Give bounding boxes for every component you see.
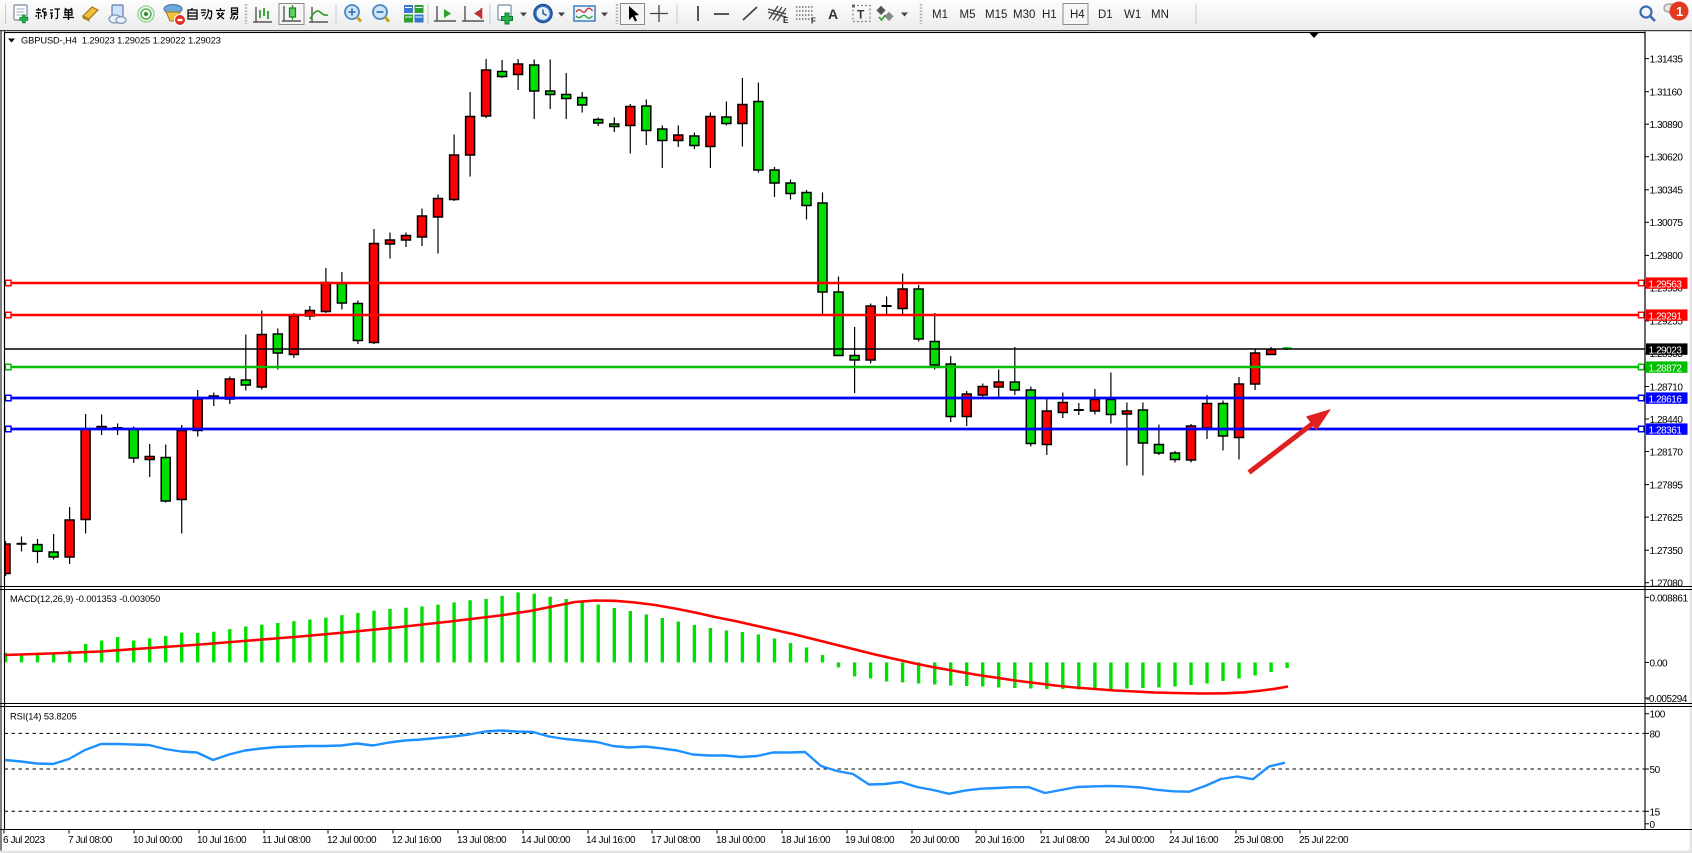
svg-text:24 Jul 00:00: 24 Jul 00:00 <box>1105 835 1155 846</box>
svg-text:10 Jul 16:00: 10 Jul 16:00 <box>197 835 247 846</box>
svg-text:6 Jul 2023: 6 Jul 2023 <box>3 835 46 846</box>
svg-text:GBPUSD-,H4 1.29023 1.29025 1.: GBPUSD-,H4 1.29023 1.29025 1.29022 1.290… <box>21 36 221 46</box>
svg-text:MACD(12,26,9) -0.001353 -0.003: MACD(12,26,9) -0.001353 -0.003050 <box>10 594 160 604</box>
svg-text:1.29023: 1.29023 <box>1649 346 1683 357</box>
svg-text:H4: H4 <box>1070 9 1085 21</box>
svg-text:M30: M30 <box>1013 9 1035 21</box>
svg-text:H1: H1 <box>1042 9 1057 21</box>
svg-text:10 Jul 00:00: 10 Jul 00:00 <box>133 835 183 846</box>
svg-text:50: 50 <box>1650 765 1661 776</box>
svg-text:20 Jul 00:00: 20 Jul 00:00 <box>910 835 960 846</box>
svg-text:M5: M5 <box>960 9 976 21</box>
svg-text:12 Jul 16:00: 12 Jul 16:00 <box>392 835 442 846</box>
svg-text:1.27895: 1.27895 <box>1650 480 1684 491</box>
svg-text:24 Jul 16:00: 24 Jul 16:00 <box>1169 835 1219 846</box>
svg-text:1.27080: 1.27080 <box>1650 579 1684 590</box>
svg-text:15: 15 <box>1650 807 1661 818</box>
svg-text:20 Jul 16:00: 20 Jul 16:00 <box>975 835 1025 846</box>
svg-text:1.30345: 1.30345 <box>1650 186 1684 197</box>
svg-text:14 Jul 16:00: 14 Jul 16:00 <box>586 835 636 846</box>
svg-text:1.31160: 1.31160 <box>1650 88 1683 99</box>
svg-text:1.30620: 1.30620 <box>1650 153 1684 164</box>
svg-text:M1: M1 <box>932 9 948 21</box>
svg-text:1.29800: 1.29800 <box>1650 251 1684 262</box>
svg-text:1.29255: 1.29255 <box>1650 317 1684 328</box>
svg-text:1.29530: 1.29530 <box>1650 284 1684 295</box>
svg-text:T: T <box>857 8 865 22</box>
svg-text:RSI(14) 53.8205: RSI(14) 53.8205 <box>10 712 77 722</box>
svg-text:1.28710: 1.28710 <box>1650 382 1684 393</box>
svg-text:1.28872: 1.28872 <box>1649 364 1683 375</box>
svg-text:1.29563: 1.29563 <box>1649 280 1683 291</box>
svg-text:0: 0 <box>1650 820 1656 831</box>
svg-text:25 Jul 22:00: 25 Jul 22:00 <box>1299 835 1349 846</box>
svg-text:D1: D1 <box>1098 9 1113 21</box>
svg-text:1.30890: 1.30890 <box>1650 120 1684 131</box>
svg-text:1.27350: 1.27350 <box>1650 546 1684 557</box>
svg-text:13 Jul 08:00: 13 Jul 08:00 <box>457 835 507 846</box>
svg-text:1.28170: 1.28170 <box>1650 447 1684 458</box>
svg-text:1.31435: 1.31435 <box>1650 54 1684 65</box>
svg-text:100: 100 <box>1650 710 1666 721</box>
svg-text:18 Jul 00:00: 18 Jul 00:00 <box>716 835 766 846</box>
svg-text:12 Jul 00:00: 12 Jul 00:00 <box>327 835 377 846</box>
svg-text:25 Jul 08:00: 25 Jul 08:00 <box>1234 835 1284 846</box>
svg-text:14 Jul 00:00: 14 Jul 00:00 <box>521 835 571 846</box>
svg-text:18 Jul 16:00: 18 Jul 16:00 <box>781 835 831 846</box>
svg-text:F: F <box>811 17 816 26</box>
svg-text:1.27625: 1.27625 <box>1650 513 1684 524</box>
svg-text:MN: MN <box>1151 9 1169 21</box>
svg-text:1.30075: 1.30075 <box>1650 218 1684 229</box>
svg-text:A: A <box>828 6 838 22</box>
svg-text:-0.005294: -0.005294 <box>1646 694 1688 705</box>
svg-text:1.28440: 1.28440 <box>1650 415 1684 426</box>
svg-text:M15: M15 <box>985 9 1007 21</box>
svg-text:1: 1 <box>1676 4 1683 19</box>
svg-text:0.008861: 0.008861 <box>1650 593 1689 604</box>
svg-text:21 Jul 08:00: 21 Jul 08:00 <box>1040 835 1090 846</box>
svg-text:11 Jul 08:00: 11 Jul 08:00 <box>262 835 311 846</box>
svg-text:1.29291: 1.29291 <box>1649 312 1683 323</box>
svg-text:80: 80 <box>1650 729 1661 740</box>
svg-text:E: E <box>783 16 789 25</box>
svg-text:7 Jul 08:00: 7 Jul 08:00 <box>68 835 113 846</box>
svg-text:1.28361: 1.28361 <box>1649 426 1683 437</box>
svg-text:1.28616: 1.28616 <box>1649 395 1683 406</box>
svg-text:W1: W1 <box>1124 9 1141 21</box>
svg-text:17 Jul 08:00: 17 Jul 08:00 <box>651 835 701 846</box>
svg-text:19 Jul 08:00: 19 Jul 08:00 <box>845 835 895 846</box>
svg-text:0.00: 0.00 <box>1650 658 1669 669</box>
